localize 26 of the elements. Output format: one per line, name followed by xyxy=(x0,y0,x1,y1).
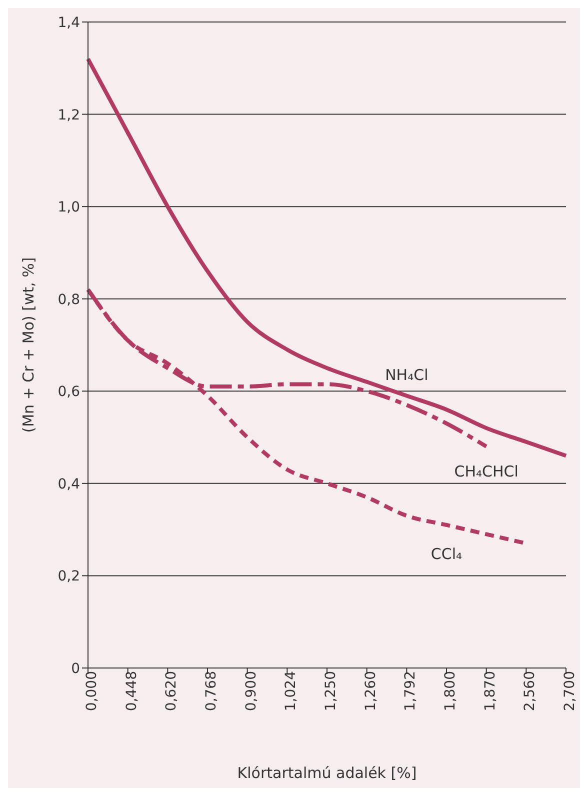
x-tick-label: 0,900 xyxy=(243,671,260,712)
x-tick-label: 0,448 xyxy=(124,671,140,712)
series-label: NH₄Cl xyxy=(385,366,428,384)
series-label: CCl₄ xyxy=(430,544,462,563)
y-tick-label: 1,0 xyxy=(58,200,80,216)
x-tick-label: 2,560 xyxy=(522,671,538,712)
x-tick-label: 1,260 xyxy=(362,671,379,712)
x-tick-label: 1,792 xyxy=(402,671,419,712)
y-tick-label: 0,6 xyxy=(58,384,80,400)
x-tick-label: 0,768 xyxy=(203,671,220,712)
x-tick-label: 1,870 xyxy=(482,671,498,712)
x-tick-label: 0,000 xyxy=(84,671,100,712)
x-tick-label: 0,620 xyxy=(164,671,180,712)
y-tick-label: 0 xyxy=(71,660,80,677)
y-tick-label: 1,2 xyxy=(58,107,80,124)
x-axis-title: Klórtartalmú adalék [%] xyxy=(237,764,417,782)
y-tick-label: 1,4 xyxy=(58,14,80,31)
x-tick-label: 1,250 xyxy=(322,671,339,712)
series-label: CH₄CHCl xyxy=(454,462,518,481)
x-tick-label: 1,024 xyxy=(283,670,300,712)
y-tick-label: 0,4 xyxy=(58,476,80,492)
y-tick-label: 0,2 xyxy=(58,568,80,585)
x-tick-label: 1,800 xyxy=(442,671,458,712)
x-tick-label: 2,700 xyxy=(562,671,578,712)
y-tick-label: 0,8 xyxy=(58,292,80,308)
y-axis-title: (Mn + Cr + Mo) [wt, %] xyxy=(19,257,38,433)
